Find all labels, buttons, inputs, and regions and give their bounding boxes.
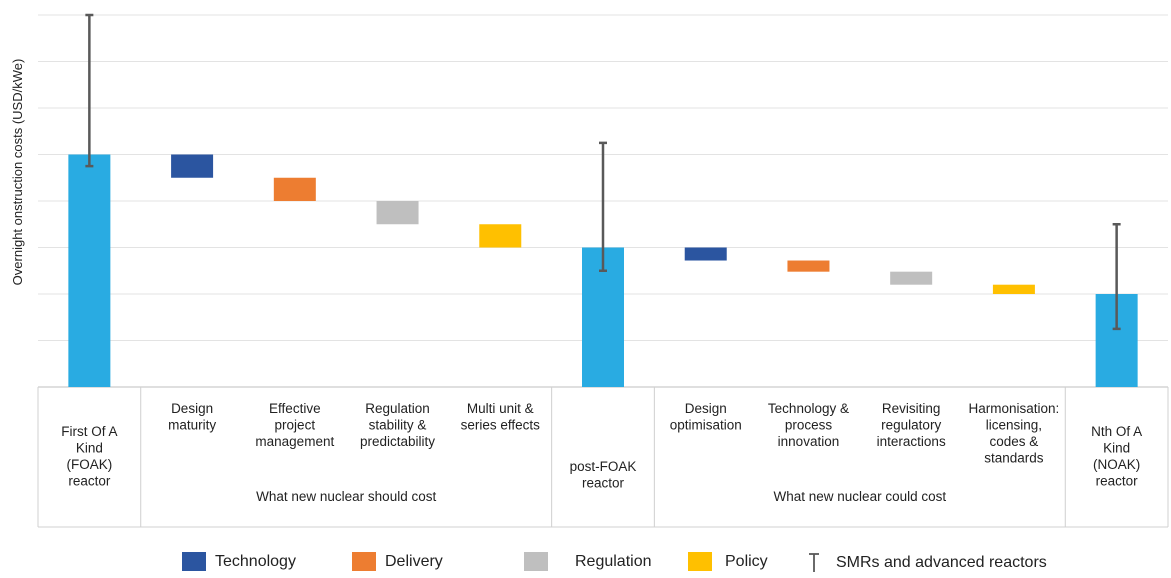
- waterfall-chart: First Of A Kind (FOAK) reactor Design maturit…: [10, 13, 1169, 528]
- group-label: What new nuclear should cost: [256, 489, 436, 504]
- category-label: post-FOAK reactor: [570, 459, 637, 491]
- category-label: Harmonisation: licensing, codes & standards: [969, 401, 1060, 466]
- legend-swatch: [688, 552, 712, 571]
- step-bar-policy: [992, 284, 1035, 294]
- legend-item-smrs: SMRs and advanced reactors: [806, 552, 1047, 573]
- step-bar-technology: [171, 154, 214, 178]
- category-label: Nth Of A Kind (NOAK) reactor: [1091, 424, 1142, 489]
- legend-label: Technology: [215, 552, 296, 570]
- legend-item-technology: Technology: [182, 552, 296, 571]
- category-label: Technology & process innovation: [768, 401, 849, 449]
- legend-item-delivery: Delivery: [352, 552, 443, 571]
- legend-item-regulation: Regulation: [524, 552, 652, 571]
- legend: Technology Delivery Regulation Policy SMRs a…: [0, 552, 1171, 578]
- legend-item-policy: Policy: [688, 552, 768, 571]
- legend-label: Regulation: [575, 552, 652, 570]
- category-table: First Of A Kind (FOAK) reactor Design maturit…: [37, 387, 1169, 528]
- step-bar-delivery: [787, 260, 830, 272]
- step-bar-policy: [479, 224, 522, 248]
- step-bar-technology: [684, 247, 727, 261]
- category-label: First Of A Kind (FOAK) reactor: [61, 424, 117, 489]
- category-label: Design maturity: [168, 401, 216, 433]
- category-label: Design optimisation: [670, 401, 742, 433]
- error-bars: [85, 13, 1121, 331]
- step-bar-regulation: [376, 201, 419, 225]
- category-label: Effective project management: [255, 401, 334, 449]
- category-label: Revisiting regulatory interactions: [877, 401, 946, 449]
- category-label: Regulation stability & predictability: [360, 401, 435, 449]
- errorbar-legend-icon: [809, 553, 819, 572]
- legend-swatch: [352, 552, 376, 571]
- total-bar: [68, 154, 111, 387]
- step-bar-delivery: [273, 177, 316, 201]
- bars: [68, 154, 1138, 387]
- legend-label: Policy: [725, 552, 768, 570]
- legend-swatch: [182, 552, 206, 571]
- legend-swatch: [524, 552, 548, 571]
- y-axis-label: Overnight onstruction costs (USD/kWe): [10, 59, 25, 286]
- group-label: What new nuclear could cost: [774, 489, 947, 504]
- step-bar-regulation: [890, 271, 933, 285]
- legend-label: SMRs and advanced reactors: [836, 553, 1047, 571]
- category-label: Multi unit & series effects: [461, 401, 541, 433]
- legend-label: Delivery: [385, 552, 443, 570]
